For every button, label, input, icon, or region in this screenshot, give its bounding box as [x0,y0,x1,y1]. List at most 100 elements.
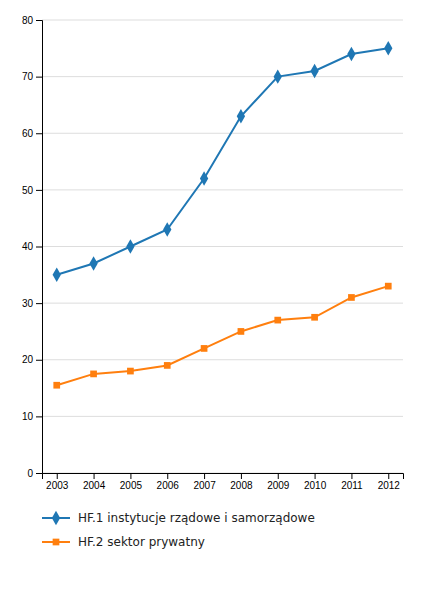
legend-label: HF.1 instytucje rządowe i samorządowe [78,511,315,525]
point [347,47,355,61]
series-line [57,286,389,385]
x-axis-tick: 2006 [157,473,180,491]
point [348,294,355,301]
x-axis-tick-mark [57,473,58,479]
point [384,41,392,55]
x-axis-tick-label: 2007 [193,480,216,491]
series-points [53,41,393,282]
x-axis-tick-label: 2009 [267,480,290,491]
point [385,283,392,290]
y-axis-tick: 50 [22,185,42,196]
y-axis-tick-label: 60 [22,128,34,139]
point [238,328,245,335]
x-axis-tick: 2012 [378,473,401,491]
point [201,345,208,352]
x-axis-line [43,474,404,480]
legend-label: HF.2 sektor prywatny [78,535,205,549]
point [310,64,318,78]
y-axis-tick: 30 [22,298,42,309]
grid-line [42,189,403,190]
y-axis-tick-mark [36,133,42,134]
y-axis-tick-mark [36,77,42,78]
grid-line [42,133,403,134]
series-line [57,48,389,274]
legend-item: HF.1 instytucje rządowe i samorządowe [42,511,315,525]
legend-marker [52,511,60,525]
point [126,239,134,253]
x-axis-tick-label: 2006 [157,480,180,491]
point [200,171,208,185]
x-axis-tick-mark [167,473,168,479]
y-axis-tick-mark [36,360,42,361]
legend: HF.1 instytucje rządowe i samorządowe HF.… [42,511,315,549]
y-axis-tick-label: 20 [22,354,34,365]
x-axis-tick: 2003 [46,473,69,491]
x-axis-tick: 2005 [120,473,143,491]
y-axis: 0 10 20 30 40 50 60 70 80 [22,15,43,479]
grid-line [42,416,403,417]
y-axis-tick-label: 50 [22,185,34,196]
x-axis-tick-label: 2011 [341,480,363,491]
y-axis-tick-label: 80 [22,15,34,26]
x-axis-tick-label: 2008 [230,480,253,491]
point [53,382,60,389]
x-axis-tick-mark [130,473,131,479]
grid-line [42,359,403,360]
y-axis-tick: 60 [22,128,42,139]
point [274,317,281,324]
point [90,371,97,378]
y-axis-tick: 80 [22,15,42,26]
x-axis-tick-mark [315,473,316,479]
point [163,222,171,236]
marks [53,41,393,388]
series-points [53,283,391,389]
grid-line [42,303,403,304]
x-axis-tick: 2011 [341,473,363,491]
point [127,368,134,375]
x-axis-tick-mark [351,473,352,479]
x-axis-tick-mark [388,473,389,479]
y-axis-tick-mark [36,247,42,248]
grid-line [42,246,403,247]
grid-line [42,76,403,77]
point [311,314,318,321]
y-axis-tick: 70 [22,71,42,82]
y-axis-tick: 10 [22,411,42,422]
y-axis-tick-mark [36,20,42,21]
grid-line [42,20,403,21]
point [164,362,171,369]
y-axis-tick-label: 0 [27,468,33,479]
point [53,268,61,282]
y-axis-line [36,21,43,474]
legend-marker [53,539,60,546]
y-axis-tick-label: 30 [22,298,34,309]
y-axis-tick-mark [36,303,42,304]
grid [42,20,403,473]
point [274,69,282,83]
x-axis-tick-label: 2003 [46,480,69,491]
point [89,256,97,270]
x-axis-tick-label: 2012 [378,480,401,491]
x-axis-tick: 2008 [230,473,253,491]
x-axis-tick-mark [94,473,95,479]
y-axis-tick-label: 70 [22,71,34,82]
x-axis-tick: 2007 [193,473,216,491]
y-axis-tick: 20 [22,354,42,365]
x-axis-tick-label: 2010 [304,480,327,491]
y-axis-tick-label: 40 [22,241,34,252]
x-axis: 2003 2004 2005 2006 2007 2008 2009 2010 2011 2012 [43,473,404,491]
x-axis-tick: 2009 [267,473,290,491]
x-axis-tick-mark [204,473,205,479]
x-axis-tick-label: 2004 [83,480,106,491]
plot: 2003200420052006200720082009201020112012… [22,15,404,491]
y-axis-tick: 40 [22,241,42,252]
y-axis-tick-mark [36,416,42,417]
y-axis-tick-mark [36,190,42,191]
x-axis-tick-mark [278,473,279,479]
legend-item: HF.2 sektor prywatny [42,535,205,549]
y-axis-tick-mark [36,473,42,474]
x-axis-tick: 2004 [83,473,106,491]
x-axis-tick-mark [241,473,242,479]
chart: 2003200420052006200720082009201020112012… [0,0,421,603]
y-axis-tick-label: 10 [22,411,34,422]
